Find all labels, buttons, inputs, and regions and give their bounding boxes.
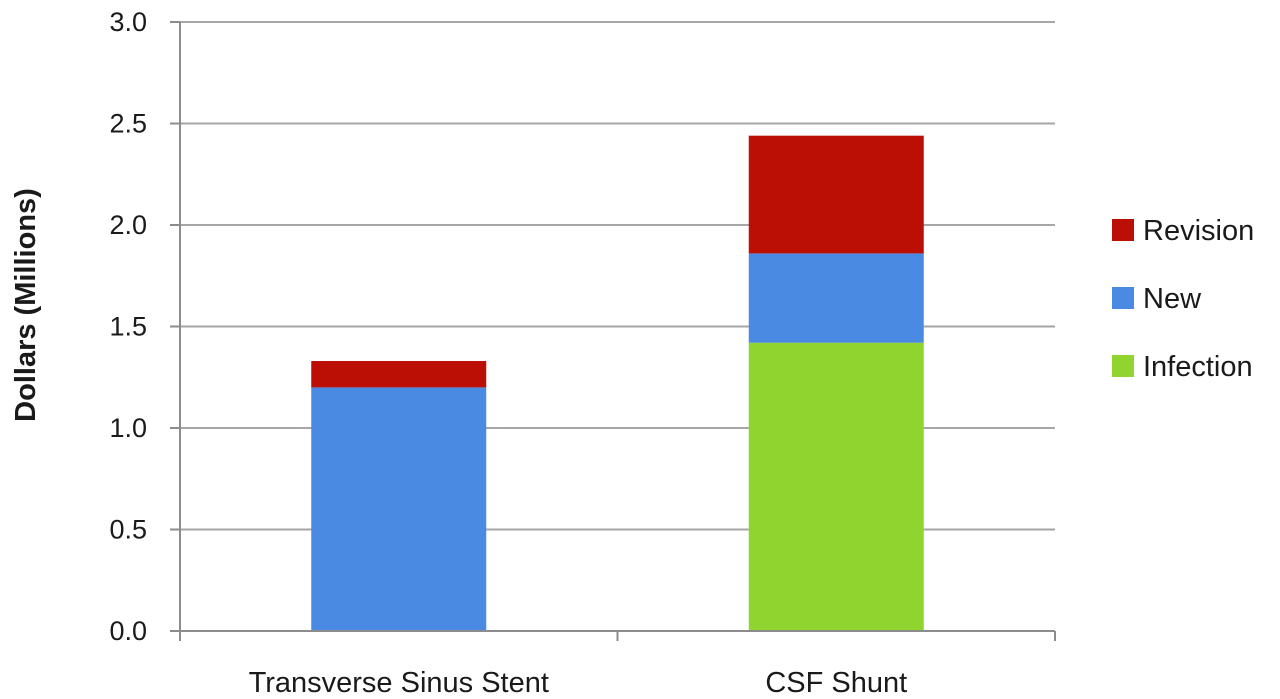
legend-label-new: New xyxy=(1143,283,1202,315)
legend-label-infection: Infection xyxy=(1143,351,1253,383)
y-tick-label: 3.0 xyxy=(109,7,147,37)
y-tick-label: 0.5 xyxy=(109,515,147,545)
y-tick-label: 1.5 xyxy=(109,312,147,342)
bar-segment-new xyxy=(311,387,487,631)
axes xyxy=(170,21,1056,641)
x-category-label: CSF Shunt xyxy=(765,667,907,699)
bar-segment-revision xyxy=(311,361,487,388)
y-tick-label: 1.0 xyxy=(109,413,147,443)
x-category-label: Transverse Sinus Stent xyxy=(249,667,549,699)
y-axis-title: Dollars (Millions) xyxy=(10,188,42,422)
x-category-labels: Transverse Sinus Stent CSF Shunt xyxy=(249,667,908,699)
legend-label-revision: Revision xyxy=(1143,215,1254,247)
legend-swatch-revision xyxy=(1112,219,1134,241)
y-tick-label: 0.0 xyxy=(109,616,147,646)
bar-segment-revision xyxy=(748,135,924,254)
legend-swatch-infection xyxy=(1112,355,1134,377)
bar-segment-new xyxy=(748,253,924,343)
y-tick-label: 2.0 xyxy=(109,210,147,240)
legend: Revision New Infection xyxy=(1112,215,1254,383)
bars xyxy=(311,135,924,631)
y-tick-label: 2.5 xyxy=(109,109,147,139)
legend-swatch-new xyxy=(1112,287,1134,309)
bar-segment-infection xyxy=(748,342,924,631)
y-tick-labels: 0.0 0.5 1.0 1.5 2.0 2.5 3.0 xyxy=(109,7,147,646)
